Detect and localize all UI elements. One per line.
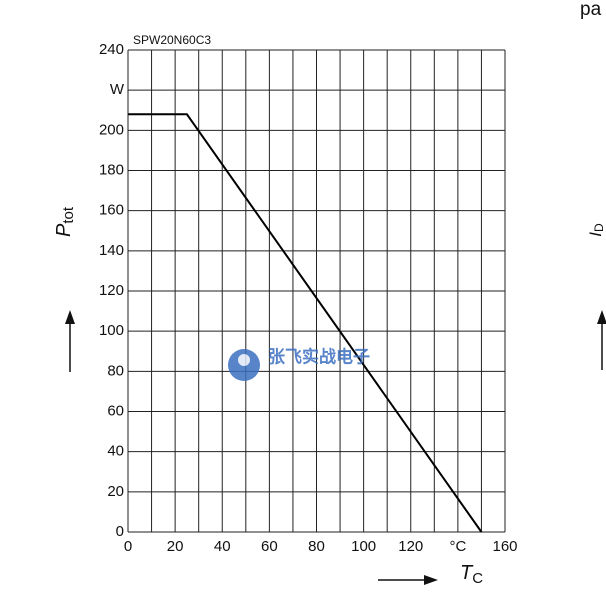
y-tick-label: 240	[99, 41, 124, 58]
x-axis-label: TC	[460, 562, 483, 587]
y-arrow	[65, 310, 75, 372]
x-tick-label: 0	[124, 538, 132, 555]
y-tick-label: 160	[99, 202, 124, 219]
neighbor-title-fragment: pa	[580, 0, 602, 20]
watermark-logo-face	[238, 354, 250, 366]
y-tick-label: 140	[99, 242, 124, 259]
y-axis-label: Ptot	[53, 206, 77, 237]
y-tick-label: 200	[99, 121, 124, 138]
x-tick-label: 120	[398, 538, 423, 555]
x-arrow	[378, 575, 438, 585]
y-label-symbol: P	[53, 223, 75, 237]
neighbor-y-symbol: I	[586, 232, 605, 237]
x-label-subscript: C	[472, 570, 483, 587]
neighbor-y-subscript: D	[592, 223, 606, 232]
x-tick-label: 20	[167, 538, 184, 555]
x-tick-label: °C	[449, 538, 466, 555]
series-line	[128, 113, 483, 533]
chart-title: SPW20N60C3	[133, 33, 211, 47]
y-tick-label: 100	[99, 322, 124, 339]
neighbor-y-label: ID	[586, 223, 606, 237]
y-tick-label: 120	[99, 282, 124, 299]
y-label-subscript: tot	[60, 206, 77, 224]
x-label-symbol: T	[460, 562, 474, 584]
y-tick-label: W	[110, 81, 125, 98]
x-tick-label: 80	[308, 538, 325, 555]
x-tick-label: 160	[492, 538, 517, 555]
y-tick-label: 0	[116, 523, 124, 540]
neighbor-arrow	[597, 310, 606, 370]
y-tick-label: 180	[99, 161, 124, 178]
x-tick-label: 40	[214, 538, 231, 555]
y-tick-label: 60	[107, 402, 124, 419]
x-tick-label: 60	[261, 538, 278, 555]
watermark-text: 张飞实战电子	[268, 346, 370, 366]
y-tick-label: 80	[107, 362, 124, 379]
watermark: 张飞实战电子	[228, 346, 370, 381]
y-tick-label: 20	[107, 483, 124, 500]
y-tick-label: 40	[107, 443, 124, 460]
x-tick-label: 100	[351, 538, 376, 555]
